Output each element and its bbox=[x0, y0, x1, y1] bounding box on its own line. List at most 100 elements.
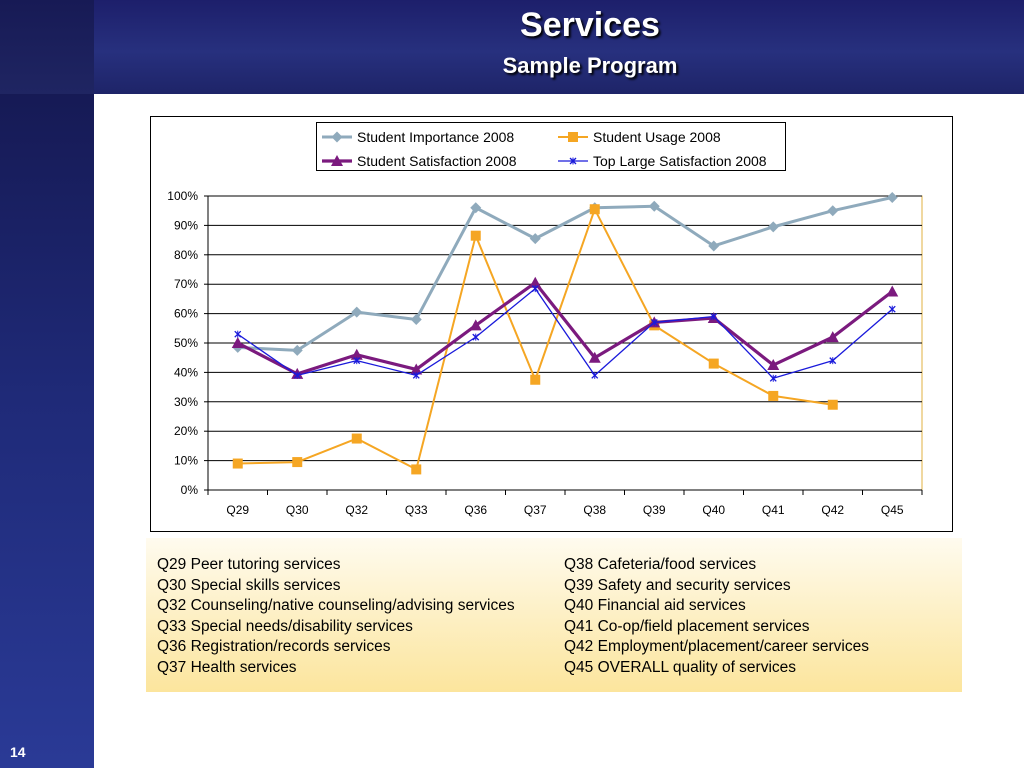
y-tick-label: 50% bbox=[174, 336, 198, 350]
data-point bbox=[469, 319, 482, 331]
y-tick-label: 10% bbox=[174, 454, 198, 468]
series-1 bbox=[232, 204, 838, 475]
question-key-item: Q32 Counseling/native counseling/advisin… bbox=[157, 597, 515, 614]
y-tick-label: 70% bbox=[174, 277, 198, 291]
data-point bbox=[351, 433, 362, 444]
data-point bbox=[531, 285, 539, 293]
data-point bbox=[350, 348, 363, 360]
data-point bbox=[829, 357, 837, 365]
data-point bbox=[886, 191, 898, 203]
data-point bbox=[710, 313, 718, 321]
question-key-item: Q38 Cafeteria/food services bbox=[564, 556, 757, 573]
question-key-item: Q36 Registration/records services bbox=[157, 638, 391, 655]
data-point bbox=[410, 313, 422, 325]
legend-marker-3 bbox=[558, 157, 588, 165]
question-key-item: Q33 Special needs/disability services bbox=[157, 617, 413, 635]
y-tick-label: 80% bbox=[174, 248, 198, 262]
question-key-item: Q29 Peer tutoring services bbox=[157, 556, 341, 573]
data-point bbox=[886, 285, 899, 297]
y-tick-label: 60% bbox=[174, 307, 198, 321]
legend-symbol bbox=[331, 155, 343, 166]
data-point bbox=[769, 374, 777, 382]
legend-marker-2 bbox=[322, 155, 352, 166]
page-number: 14 bbox=[10, 744, 26, 760]
question-key-item: Q42 Employment/placement/career services bbox=[564, 638, 869, 655]
x-tick-label: Q40 bbox=[702, 503, 725, 517]
legend-label-1: Student Usage 2008 bbox=[593, 129, 721, 145]
y-tick-label: 0% bbox=[181, 483, 199, 497]
series-3 bbox=[234, 285, 896, 382]
legend-label-3: Top Large Satisfaction 2008 bbox=[593, 153, 767, 169]
header-corner bbox=[0, 0, 94, 94]
data-point bbox=[589, 204, 600, 215]
data-point bbox=[591, 371, 599, 379]
data-point bbox=[588, 351, 601, 363]
legend-symbol bbox=[568, 132, 578, 142]
data-point bbox=[411, 464, 422, 475]
legend-symbol bbox=[331, 131, 343, 143]
question-key-item: Q39 Safety and security services bbox=[564, 576, 791, 594]
question-key-item: Q45 OVERALL quality of services bbox=[564, 658, 797, 676]
question-key-item: Q41 Co-op/field placement services bbox=[564, 617, 810, 635]
data-point bbox=[529, 276, 542, 288]
data-point bbox=[412, 371, 420, 379]
data-point bbox=[827, 205, 839, 217]
legend-marker-0 bbox=[322, 131, 352, 143]
data-point bbox=[351, 306, 363, 318]
data-point bbox=[530, 374, 541, 385]
x-tick-label: Q42 bbox=[821, 503, 844, 517]
data-point bbox=[472, 333, 480, 341]
slide-subtitle: Sample Program bbox=[502, 53, 678, 78]
data-point bbox=[470, 230, 481, 241]
question-key-item: Q30 Special skills services bbox=[157, 576, 341, 594]
y-tick-label: 40% bbox=[174, 365, 198, 379]
left-sidebar bbox=[0, 94, 94, 768]
legend-marker-1 bbox=[558, 132, 588, 142]
series-0 bbox=[232, 191, 898, 356]
data-point bbox=[291, 344, 303, 356]
data-point bbox=[827, 399, 838, 410]
question-key-left: Q29 Peer tutoring services Q30 Special s… bbox=[157, 555, 515, 678]
legend-item-1: Student Usage 2008 bbox=[557, 128, 721, 146]
legend-label-0: Student Importance 2008 bbox=[357, 129, 515, 145]
x-tick-label: Q36 bbox=[464, 503, 487, 517]
data-point bbox=[888, 305, 896, 313]
x-tick-label: Q45 bbox=[881, 503, 904, 517]
chart-container: 0% 10% 20% 30% 40% 50% 60% 70% 80% 90% 100% Q29 Q30 Q… bbox=[150, 116, 953, 532]
x-tick-label: Q38 bbox=[583, 503, 606, 517]
question-key-right: Q38 Cafeteria/food services Q39 Safety a… bbox=[564, 555, 869, 678]
header-band bbox=[0, 0, 1024, 94]
series-line-2 bbox=[237, 281, 894, 376]
y-tick-label: 30% bbox=[174, 395, 198, 409]
question-key-item: Q40 Financial aid services bbox=[564, 597, 746, 614]
series-line-1 bbox=[237, 208, 833, 471]
legend-item-3: Top Large Satisfaction 2008 bbox=[557, 152, 767, 170]
data-point bbox=[708, 358, 719, 369]
data-point bbox=[292, 457, 303, 468]
question-key-panel: Q29 Peer tutoring services Q30 Special s… bbox=[146, 538, 962, 692]
data-point bbox=[410, 363, 423, 375]
y-tick-label: 20% bbox=[174, 424, 198, 438]
legend-label-2: Student Satisfaction 2008 bbox=[357, 153, 517, 169]
data-point bbox=[767, 359, 780, 371]
data-point bbox=[650, 318, 658, 326]
data-point bbox=[768, 390, 779, 401]
x-tick-label: Q29 bbox=[226, 503, 249, 517]
x-tick-label: Q32 bbox=[345, 503, 368, 517]
data-point bbox=[231, 337, 244, 348]
data-point bbox=[470, 202, 482, 214]
data-point bbox=[648, 200, 660, 212]
data-point bbox=[708, 240, 720, 252]
x-tick-label: Q30 bbox=[286, 503, 309, 517]
legend-symbol bbox=[569, 157, 577, 165]
data-point bbox=[293, 371, 301, 379]
x-tick-label: Q41 bbox=[762, 503, 785, 517]
data-point bbox=[353, 357, 361, 365]
data-point bbox=[529, 233, 541, 245]
legend-item-0: Student Importance 2008 bbox=[321, 128, 514, 146]
chart-legend: Student Importance 2008 Student Usage 20… bbox=[316, 122, 786, 171]
data-point bbox=[767, 221, 779, 233]
slide-title: Services bbox=[520, 6, 660, 44]
x-tick-label: Q33 bbox=[405, 503, 428, 517]
line-chart: 0% 10% 20% 30% 40% 50% 60% 70% 80% 90% 100% Q29 Q30 Q… bbox=[167, 189, 923, 517]
